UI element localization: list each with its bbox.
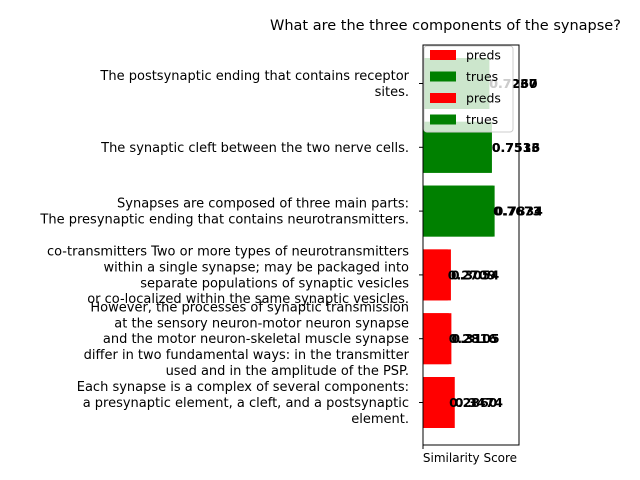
data-label-2-b: 0.2709 <box>448 267 496 282</box>
data-label-4-a: 0.7536 <box>492 140 541 155</box>
data-label-1-a: 0.3105 <box>451 331 499 346</box>
legend-box <box>423 45 514 133</box>
legend-label-2: preds <box>466 91 501 106</box>
bar-trues-3-b <box>423 185 494 237</box>
x-axis-label: Similarity Score <box>423 451 517 465</box>
y-tick-label-5: The postsynaptic ending that contains re… <box>99 69 409 100</box>
legend: preds trues preds trues <box>423 45 514 133</box>
legend-swatch-2 <box>430 93 456 103</box>
data-label-3-b: 0.7673 <box>493 204 541 219</box>
y-tick-label-4: The synaptic cleft between the two nerve… <box>100 141 409 156</box>
plot-frame <box>422 44 520 446</box>
bar-preds-2-b <box>423 249 448 301</box>
y-tick-label-2: co-transmitters Two or more types of neu… <box>47 245 409 307</box>
y-tick-label-3: Synapses are composed of three main part… <box>39 197 409 228</box>
data-label-2-a: 0.3054 <box>451 267 500 282</box>
legend-swatch-3 <box>430 114 456 125</box>
data-label-0-a: 0.3474 <box>455 395 504 410</box>
legend-swatch-0 <box>430 50 456 60</box>
y-tick-labels-group: Each synapse is a complex of several com… <box>39 69 424 449</box>
data-label-0-b: 0.2860 <box>449 395 498 410</box>
legend-label-0: preds <box>466 48 501 63</box>
y-tick-label-1: However, the processes of synaptic trans… <box>84 301 410 379</box>
bar-preds-0-b <box>423 377 450 428</box>
data-label-1-b: 0.2816 <box>449 331 498 346</box>
legend-swatch-1 <box>430 71 456 82</box>
y-tick-label-0: Each synapse is a complex of several com… <box>77 380 409 427</box>
data-label-4-b: 0.7513 <box>492 140 540 155</box>
legend-label-3: trues <box>466 112 498 127</box>
chart-title: What are the three components of the syn… <box>270 18 621 34</box>
data-labels-group: 0.34740.28600.31050.28160.30540.27090.78… <box>448 76 543 410</box>
legend-label-1: trues <box>466 69 498 84</box>
bar-preds-1-b <box>423 313 449 365</box>
